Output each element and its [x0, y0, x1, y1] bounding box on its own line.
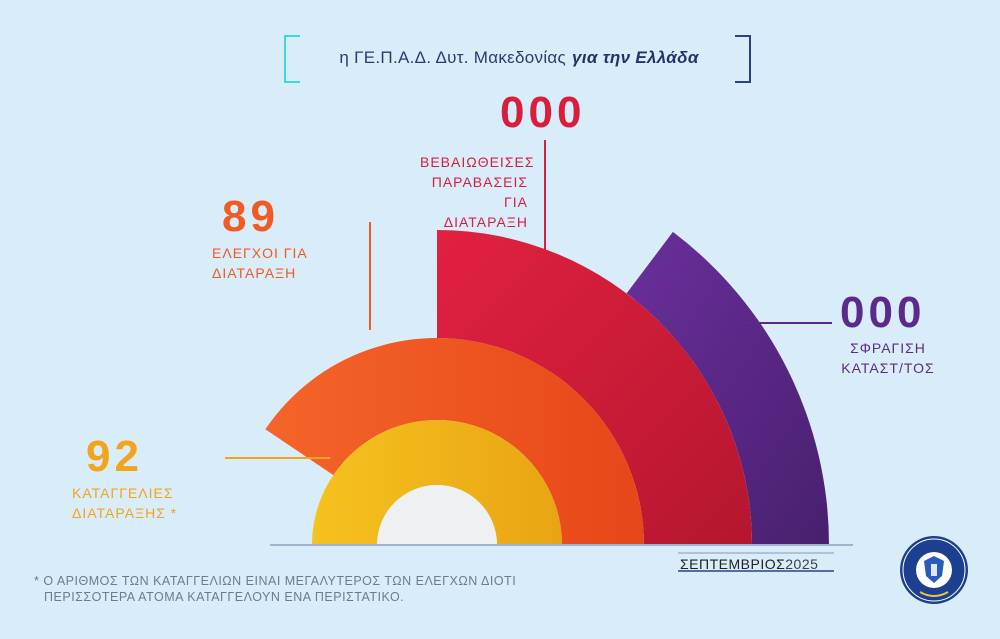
title-bold: για την Ελλάδα	[572, 48, 699, 67]
label-violations-line2: ΠΑΡΑΒΑΣΕΙΣ	[431, 174, 528, 190]
label-checks: ΕΛΕΓΧΟΙ ΓΙΑ ΔΙΑΤΑΡΑΞΗ	[212, 243, 308, 283]
footnote-line1: * Ο ΑΡΙΘΜΟΣ ΤΩΝ ΚΑΤΑΓΓΕΛΙΩΝ ΕΙΝΑΙ ΜΕΓΑΛΥ…	[34, 574, 517, 588]
month-label: ΣΕΠΤΕΜΒΡΙΟΣ	[680, 556, 786, 572]
value-complaints: 92	[86, 432, 143, 481]
date-stamp: ΣΕΠΤΕΜΒΡΙΟΣ2025	[680, 556, 818, 572]
label-complaints-line2: ΔΙΑΤΑΡΑΞΗΣ *	[72, 505, 178, 521]
label-sealing-line1: ΣΦΡΑΓΙΣΗ	[850, 340, 926, 356]
ring-violations	[437, 230, 752, 545]
label-checks-line2: ΔΙΑΤΑΡΑΞΗ	[212, 265, 297, 281]
page-title: η ΓΕ.Π.Α.Δ. Δυτ. Μακεδονίας για την Ελλά…	[293, 40, 745, 76]
title-regular: η ΓΕ.Π.Α.Δ. Δυτ. Μακεδονίας	[339, 48, 567, 67]
ring-checks	[265, 337, 644, 545]
title-frame	[284, 35, 751, 83]
footnote: * Ο ΑΡΙΘΜΟΣ ΤΩΝ ΚΑΤΑΓΓΕΛΙΩΝ ΕΙΝΑΙ ΜΕΓΑΛΥ…	[34, 573, 516, 605]
label-checks-line1: ΕΛΕΓΧΟΙ ΓΙΑ	[212, 245, 308, 261]
label-complaints-line1: ΚΑΤΑΓΓΕΛΙΕΣ	[72, 485, 174, 501]
year-label: 2025	[785, 556, 819, 572]
label-violations: ΒΕΒΑΙΩΘΕΙΣΕΣ ΠΑΡΑΒΑΣΕΙΣ ΓΙΑ ΔΙΑΤΑΡΑΞΗ	[420, 152, 535, 232]
label-sealing: ΣΦΡΑΓΙΣΗ ΚΑΤΑΣΤ/ΤΟΣ	[836, 338, 940, 378]
ring-sealing	[626, 231, 829, 545]
label-violations-line3: ΓΙΑ ΔΙΑΤΑΡΑΞΗ	[443, 194, 528, 230]
label-sealing-line2: ΚΑΤΑΣΤ/ΤΟΣ	[841, 360, 935, 376]
label-complaints: ΚΑΤΑΓΓΕΛΙΕΣ ΔΙΑΤΑΡΑΞΗΣ *	[72, 483, 177, 523]
value-checks: 89	[222, 192, 279, 241]
footnote-line2: ΠΕΡΙΣΣΟΤΕΡΑ ΑΤΟΜΑ ΚΑΤΑΓΓΕΛΟΥΝ ΕΝΑ ΠΕΡΙΣΤ…	[44, 590, 405, 604]
police-logo	[900, 536, 968, 604]
center-disc	[377, 485, 497, 545]
ring-complaints	[312, 420, 562, 545]
label-violations-line1: ΒΕΒΑΙΩΘΕΙΣΕΣ	[420, 154, 535, 170]
value-violations: 000	[500, 88, 586, 137]
value-sealing: 000	[840, 288, 926, 337]
date-frame	[678, 552, 834, 572]
